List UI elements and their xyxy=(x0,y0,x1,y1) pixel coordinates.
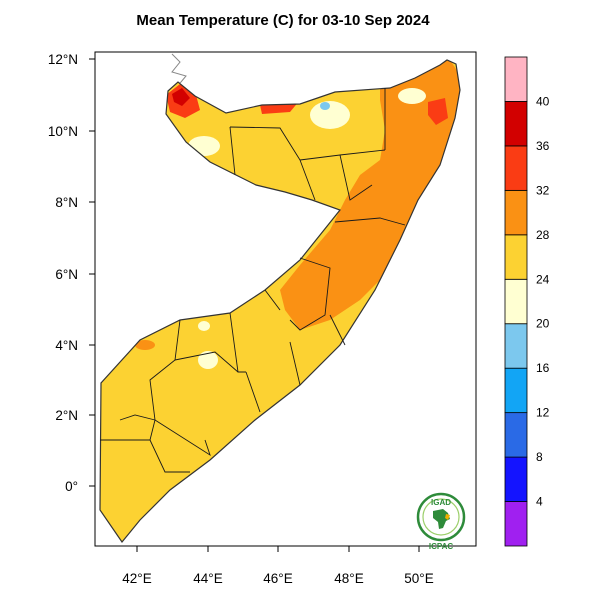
admin-line-7 xyxy=(334,217,406,226)
y-tick-label-12: 12°N xyxy=(48,52,78,67)
zone-24-28-northeast xyxy=(398,88,426,104)
logo-bottom-text: ICPAC xyxy=(429,542,454,551)
admin-line-19 xyxy=(149,439,190,473)
admin-line-4 xyxy=(299,159,316,201)
colorbar-swatch-1 xyxy=(504,456,528,502)
zone-32-36-southwest xyxy=(135,340,155,350)
admin-line-1 xyxy=(229,126,236,176)
horn-of-africa-highlight-icon xyxy=(445,514,450,520)
colorbar-label-36: 36 xyxy=(536,139,550,153)
zone-24-28-highlands xyxy=(310,101,350,129)
zone-36-40-east-tip xyxy=(428,98,448,125)
colorbar-label-8: 8 xyxy=(536,450,543,464)
y-tick-label-2: 2°N xyxy=(55,408,78,423)
colorbar-swatch-2 xyxy=(504,412,528,458)
admin-line-13 xyxy=(149,319,181,421)
africa-map-icon xyxy=(433,509,450,529)
colorbar-swatch-7 xyxy=(504,189,528,236)
admin-line-2 xyxy=(229,126,301,161)
logo-top-text: IGAD xyxy=(431,498,451,507)
colorbar: 4 8 12 16 20 24 28 32 36 40 xyxy=(504,56,550,547)
zone-20-24-spot xyxy=(320,102,330,110)
y-tick-label-10: 10°N xyxy=(48,124,78,139)
colorbar-swatch-0 xyxy=(504,501,528,547)
admin-line-14 xyxy=(174,351,239,373)
colorbar-label-12: 12 xyxy=(536,406,550,420)
colorbar-swatch-4 xyxy=(504,323,528,369)
y-tick-label-8: 8°N xyxy=(55,195,78,210)
y-axis: 0° 2°N 4°N 6°N 8°N 10°N 12°N xyxy=(48,52,95,494)
colorbar-swatch-8 xyxy=(504,145,528,191)
icpac-logo: IGAD ICPAC xyxy=(416,492,466,551)
colorbar-swatch-10 xyxy=(504,56,528,102)
colorbar-label-24: 24 xyxy=(536,272,550,286)
zone-24-28-central-small xyxy=(198,321,210,331)
logo-inner-ring xyxy=(422,498,460,536)
colorbar-swatch-5 xyxy=(504,278,528,325)
somalia-outline xyxy=(99,59,461,543)
y-tick-label-6: 6°N xyxy=(55,267,78,282)
admin-boundaries xyxy=(100,88,406,473)
x-tick-label-48: 48°E xyxy=(334,571,363,586)
admin-line-5 xyxy=(339,154,373,201)
colorbar-label-16: 16 xyxy=(536,361,550,375)
admin-line-12 xyxy=(245,371,261,413)
admin-line-8 xyxy=(289,257,331,331)
admin-line-15 xyxy=(289,341,301,386)
colorbar-label-40: 40 xyxy=(536,94,550,108)
y-tick-label-4: 4°N xyxy=(55,338,78,353)
colorbar-swatch-3 xyxy=(504,367,528,414)
colorbar-label-20: 20 xyxy=(536,317,550,331)
x-tick-label-44: 44°E xyxy=(193,571,222,586)
admin-line-9 xyxy=(264,289,281,311)
zone-24-28-central xyxy=(198,351,218,369)
x-tick-label-42: 42°E xyxy=(122,571,151,586)
x-tick-label-50: 50°E xyxy=(404,571,433,586)
admin-line-17 xyxy=(154,419,211,457)
x-tick-label-46: 46°E xyxy=(263,571,292,586)
colorbar-label-4: 4 xyxy=(536,495,543,509)
colorbar-label-28: 28 xyxy=(536,228,550,242)
admin-line-11 xyxy=(329,314,346,346)
colorbar-label-32: 32 xyxy=(536,183,550,197)
colorbar-swatch-6 xyxy=(504,234,528,280)
zone-40-plus-northwest xyxy=(172,88,190,106)
y-tick-label-0: 0° xyxy=(65,479,78,494)
colorbar-swatch-9 xyxy=(504,101,528,147)
map-title: Mean Temperature (C) for 03-10 Sep 2024 xyxy=(136,12,430,29)
x-axis: 42°E 44°E 46°E 48°E 50°E xyxy=(122,546,434,586)
admin-line-18 xyxy=(119,414,156,421)
zone-32-36-northeast xyxy=(280,60,460,330)
